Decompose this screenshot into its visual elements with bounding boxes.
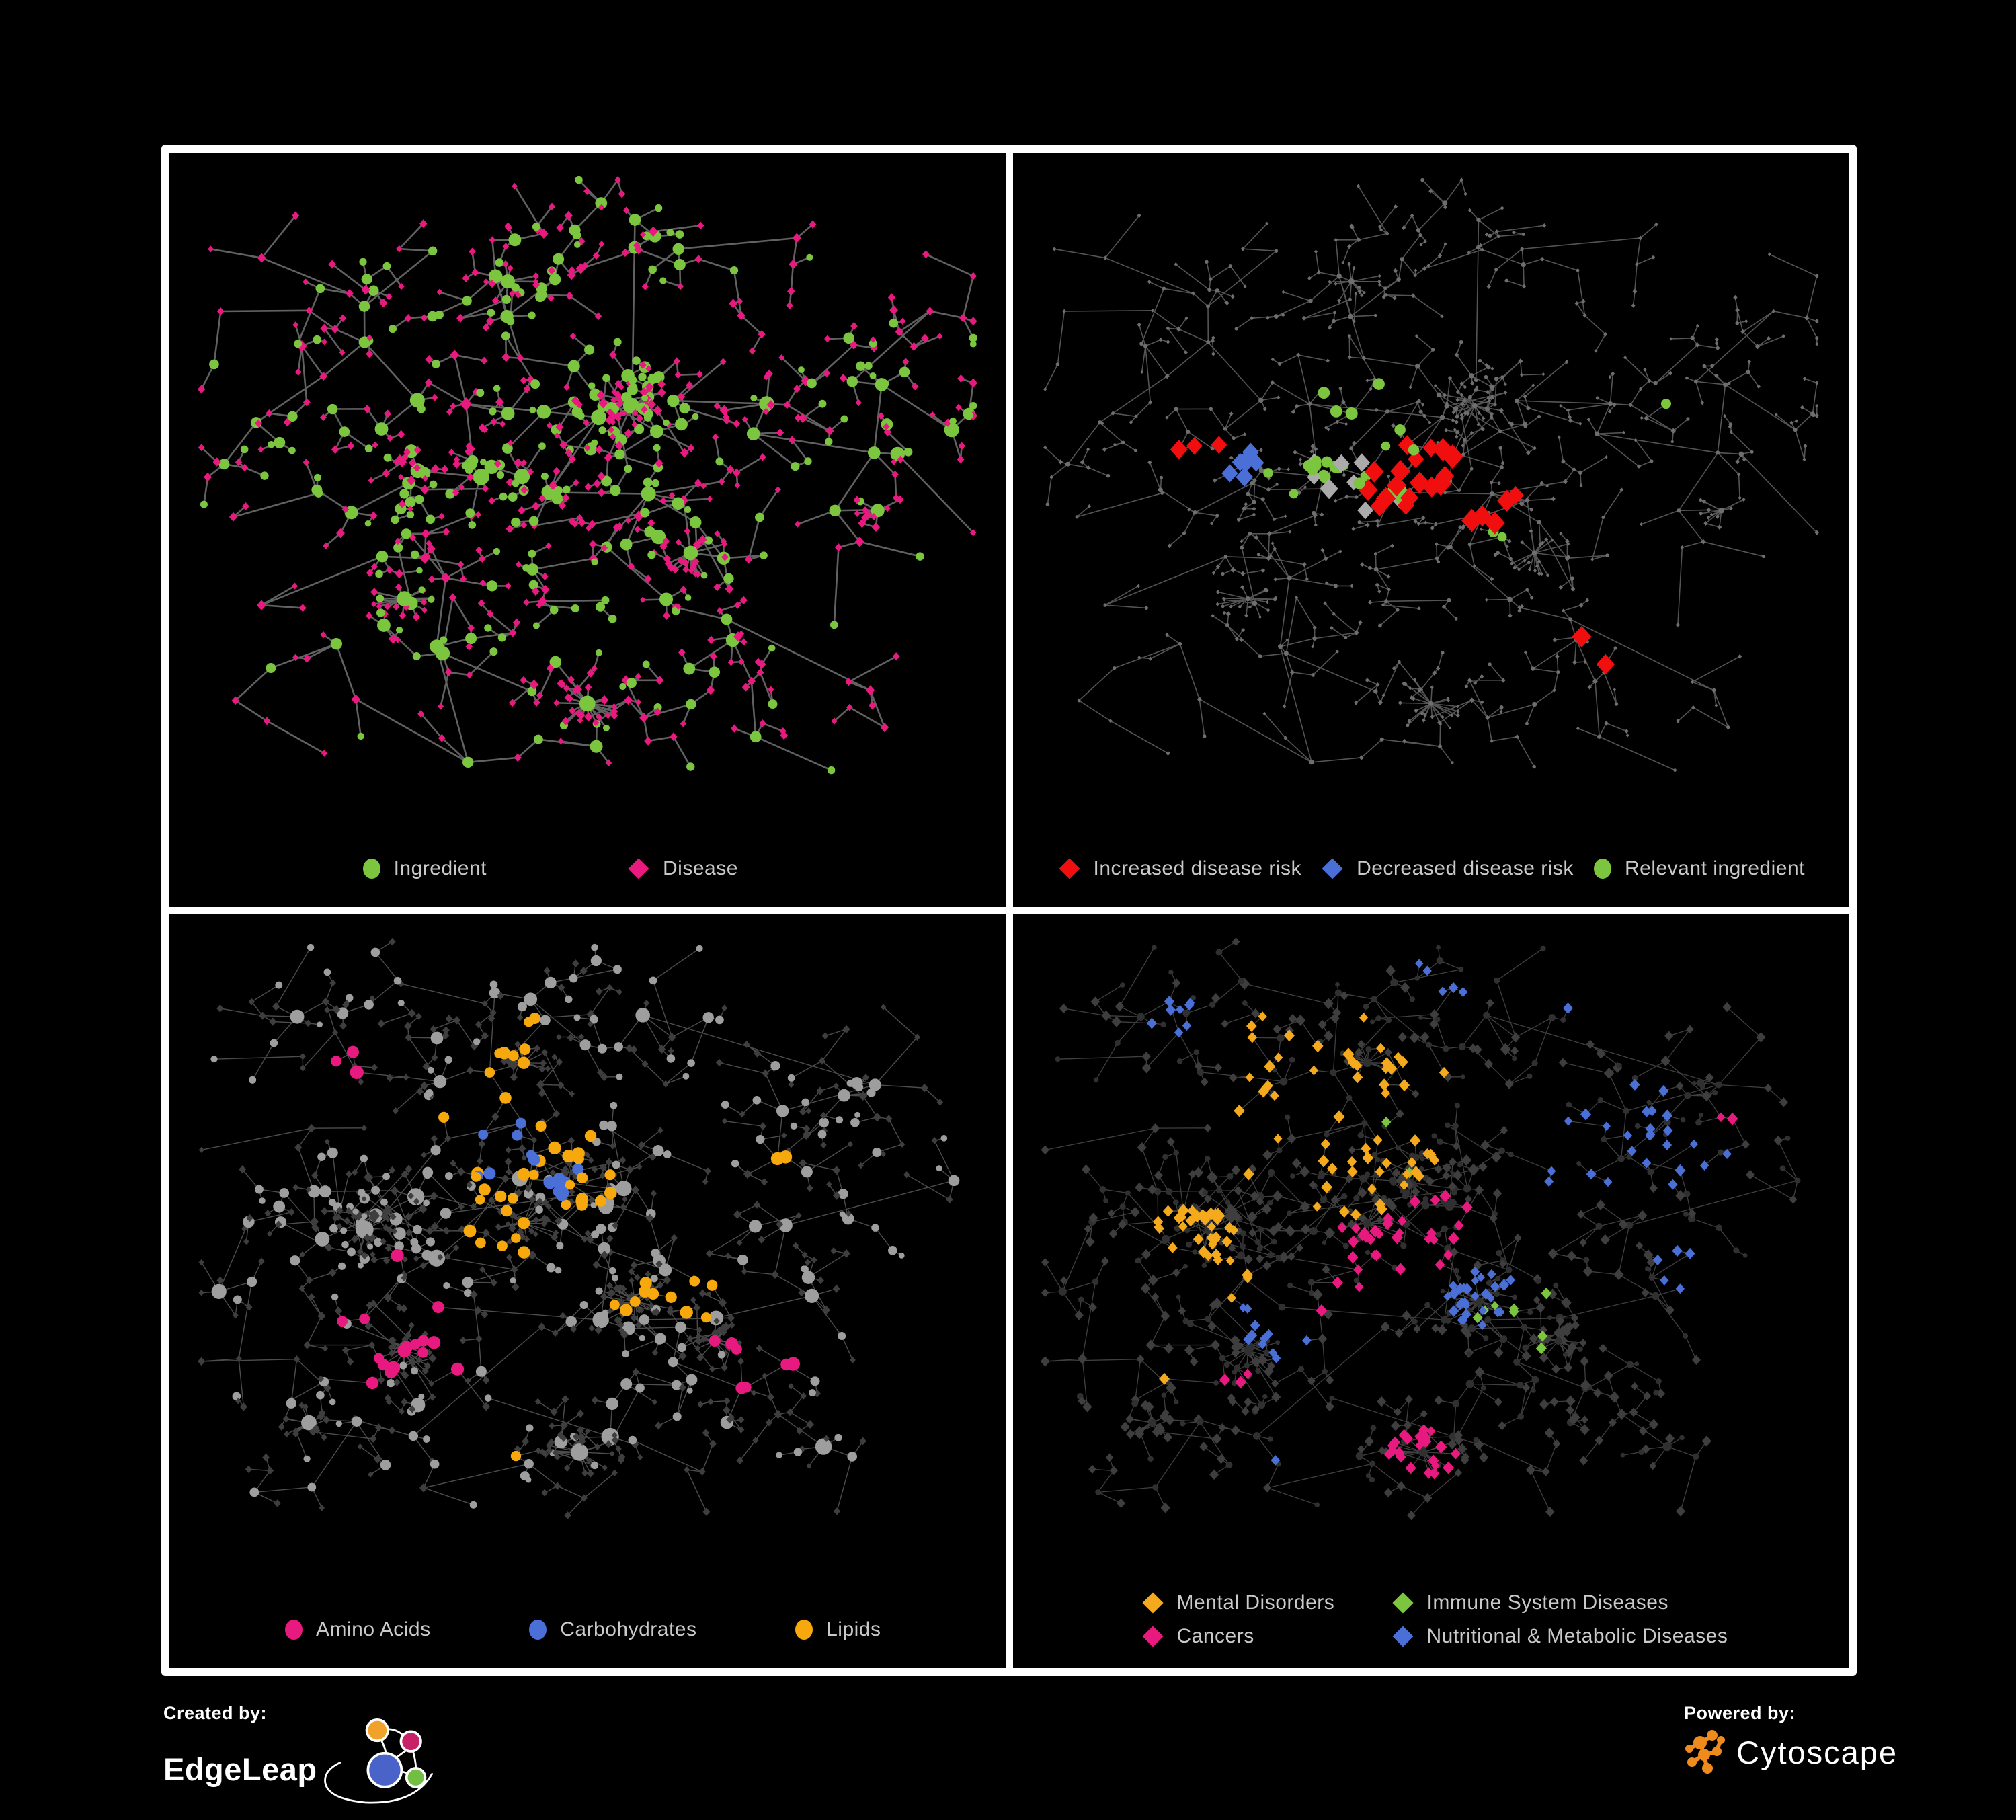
panel-disease-risk: Increased disease risk Decreased disease… [1012,153,1849,907]
mental-disorders-diamond-icon [1141,1592,1164,1614]
ingredient-circle-icon [362,858,380,879]
legend-label: Cancers [1176,1625,1254,1647]
edgeleap-logo-icon [323,1718,433,1804]
legend-item: Disease [628,857,738,880]
legend-item: Mental Disorders [1141,1591,1392,1614]
relevant-ingredient-circle-icon [1593,858,1611,879]
legend-label: Disease [663,857,738,879]
disease-category-network-graph [1040,937,1801,1520]
legend-label: Immune System Diseases [1426,1591,1668,1614]
carbohydrates-circle-icon [529,1620,547,1640]
legend-label: Mental Disorders [1176,1591,1335,1614]
increased-risk-diamond-icon [1058,857,1080,879]
legend-label: Lipids [826,1618,881,1640]
amino-acids-circle-icon [285,1620,303,1640]
legend-item: Carbohydrates [529,1618,696,1641]
legend-item: Ingredient [362,857,487,880]
legend-disease-risk: Increased disease risk Decreased disease… [1013,857,1849,880]
cancers-diamond-icon [1141,1626,1164,1647]
cytoscape-wordmark: Cytoscape [1736,1734,1898,1770]
legend-disease-categories: Mental Disorders Immune System Diseases … [1013,1586,1849,1653]
legend-item: Decreased disease risk [1322,857,1574,880]
legend-item: Nutritional & Metabolic Diseases [1392,1625,1849,1648]
legend-label: Increased disease risk [1093,857,1301,879]
cytoscape-brand-block: Powered by: Cytoscape [1684,1703,1898,1776]
powered-by-label: Powered by: [1684,1703,1796,1723]
legend-label: Relevant ingredient [1624,857,1805,879]
legend-item: Cancers [1141,1625,1392,1648]
legend-item: Amino Acids [285,1618,431,1641]
legend-item: Lipids [795,1618,881,1641]
four-panel-figure: Ingredient Disease Increased disease ris… [161,145,1857,1676]
cytoscape-logo-icon [1685,1730,1725,1774]
legend-item: Increased disease risk [1058,857,1301,880]
legend-label: Ingredient [393,857,487,879]
legend-label: Carbohydrates [560,1618,697,1640]
legend-ingredient-disease: Ingredient Disease [169,857,969,880]
lipids-circle-icon [795,1620,813,1640]
nutritional-metabolic-diseases-diamond-icon [1392,1626,1414,1647]
ingredient-disease-network-graph [198,175,978,775]
created-by-label: Created by: [163,1703,268,1723]
edgeleap-wordmark: EdgeLeap [163,1751,317,1787]
disease-diamond-icon [628,857,649,879]
panel-disease-categories: Mental Disorders Immune System Diseases … [1012,914,1849,1668]
decreased-risk-diamond-icon [1322,857,1343,879]
legend-label: Amino Acids [316,1618,431,1640]
immune-system-diseases-diamond-icon [1392,1592,1414,1614]
legend-nutrient-classes: Amino Acids Carbohydrates Lipids [169,1618,1006,1641]
nutrient-class-network-graph [198,937,960,1519]
legend-item: Immune System Diseases [1392,1591,1849,1614]
legend-item: Relevant ingredient [1593,857,1805,880]
legend-label: Nutritional & Metabolic Diseases [1426,1625,1728,1647]
disease-risk-network-graph [1043,177,1819,772]
panel-nutrient-classes: Amino Acids Carbohydrates Lipids [169,914,1006,1668]
panel-ingredient-disease: Ingredient Disease [169,153,1006,907]
edgeleap-brand-block: Created by: EdgeLeap [163,1703,446,1810]
legend-label: Decreased disease risk [1357,857,1574,879]
